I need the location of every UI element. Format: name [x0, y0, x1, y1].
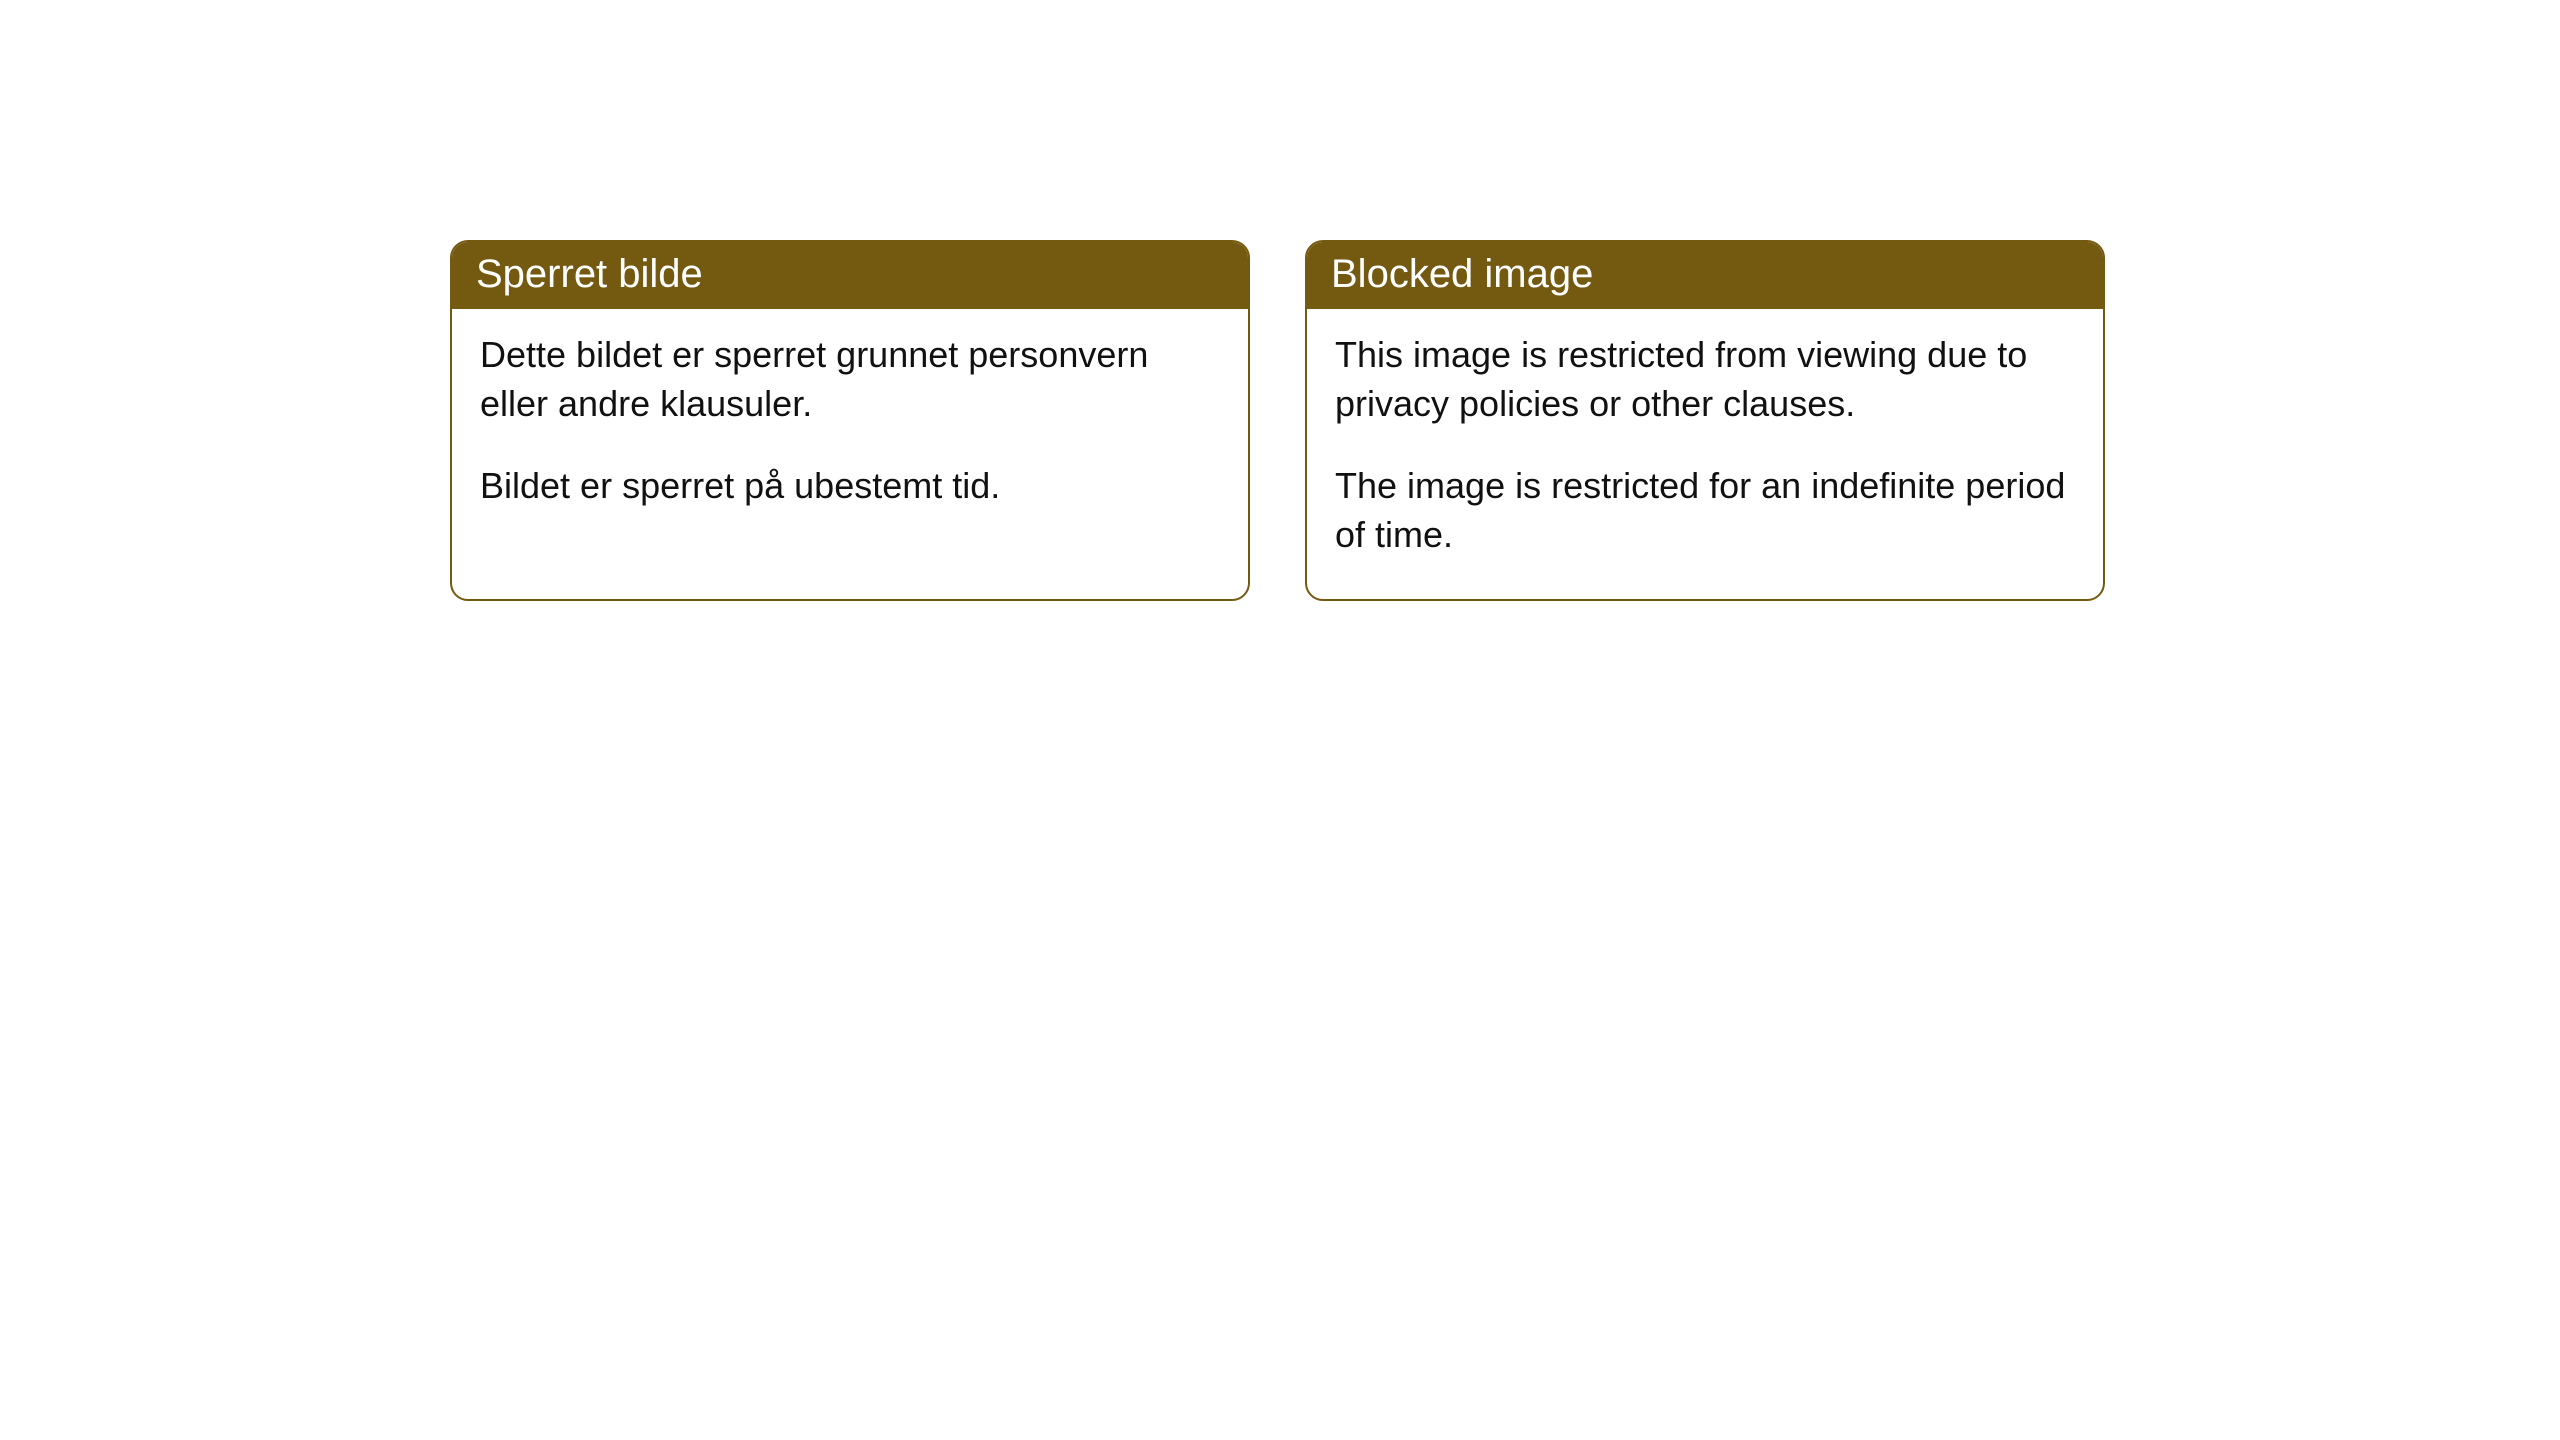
card-text-no-2: Bildet er sperret på ubestemt tid.: [480, 462, 1220, 511]
card-body-no: Dette bildet er sperret grunnet personve…: [452, 309, 1248, 551]
card-text-en-1: This image is restricted from viewing du…: [1335, 331, 2075, 428]
card-header-no: Sperret bilde: [452, 242, 1248, 309]
card-text-en-2: The image is restricted for an indefinit…: [1335, 462, 2075, 559]
blocked-image-card-en: Blocked image This image is restricted f…: [1305, 240, 2105, 601]
card-text-no-1: Dette bildet er sperret grunnet personve…: [480, 331, 1220, 428]
card-body-en: This image is restricted from viewing du…: [1307, 309, 2103, 599]
card-header-en: Blocked image: [1307, 242, 2103, 309]
blocked-image-card-no: Sperret bilde Dette bildet er sperret gr…: [450, 240, 1250, 601]
card-container: Sperret bilde Dette bildet er sperret gr…: [0, 0, 2560, 601]
